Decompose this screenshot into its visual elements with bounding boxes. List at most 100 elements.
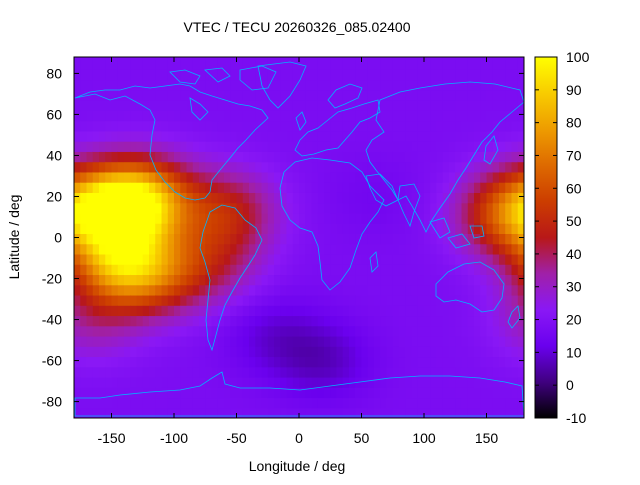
heatmap-cell — [142, 223, 150, 234]
heatmap-cell — [474, 397, 481, 409]
heatmap-cell — [474, 315, 481, 327]
heatmap-cell — [517, 335, 524, 347]
heatmap-cell — [249, 335, 256, 347]
heatmap-cell — [130, 110, 138, 122]
heatmap-cell — [286, 151, 294, 163]
heatmap-cell — [149, 141, 156, 152]
heatmap-cell — [417, 346, 425, 358]
heatmap-cell — [267, 161, 275, 173]
heatmap-cell — [117, 223, 125, 234]
heatmap-cell — [424, 274, 431, 286]
heatmap-cell — [224, 100, 231, 111]
heatmap-cell — [417, 294, 425, 306]
heatmap-cell — [142, 243, 150, 255]
heatmap-cell — [330, 407, 338, 418]
heatmap-cell — [292, 233, 300, 245]
heatmap-cell — [167, 69, 175, 81]
heatmap-cell — [349, 192, 356, 204]
heatmap-cell — [217, 89, 225, 101]
heatmap-cell — [86, 294, 94, 306]
heatmap-cell — [517, 366, 524, 378]
heatmap-cell — [411, 397, 419, 409]
heatmap-cell — [480, 264, 488, 276]
heatmap-cell — [117, 335, 125, 347]
heatmap-cell — [280, 397, 288, 409]
heatmap-cell — [205, 151, 213, 163]
heatmap-cell — [405, 59, 413, 70]
heatmap-cell — [424, 141, 431, 152]
heatmap-cell — [417, 171, 425, 183]
heatmap-cell — [317, 151, 325, 163]
heatmap-cell — [486, 407, 494, 418]
heatmap-cell — [261, 130, 269, 142]
heatmap-cell — [186, 171, 194, 183]
heatmap-cell — [292, 59, 300, 70]
heatmap-cell — [292, 356, 300, 368]
heatmap-cell — [149, 100, 156, 111]
heatmap-cell — [261, 325, 269, 337]
heatmap-cell — [199, 57, 206, 60]
heatmap-cell — [174, 407, 181, 418]
heatmap-cell — [474, 223, 481, 234]
heatmap-cell — [136, 264, 144, 276]
heatmap-cell — [74, 366, 81, 378]
heatmap-cell — [417, 387, 425, 399]
heatmap-cell — [467, 79, 475, 91]
heatmap-cell — [467, 89, 475, 101]
heatmap-cell — [249, 141, 256, 152]
heatmap-cell — [330, 305, 338, 317]
heatmap-cell — [380, 253, 388, 265]
heatmap-cell — [405, 110, 413, 122]
heatmap-cell — [299, 212, 306, 224]
heatmap-cell — [436, 387, 444, 399]
heatmap-cell — [205, 407, 213, 418]
heatmap-cell — [199, 356, 206, 368]
heatmap-cell — [492, 284, 500, 296]
heatmap-cell — [192, 182, 200, 193]
heatmap-cell — [267, 120, 275, 132]
heatmap-cell — [330, 59, 338, 70]
heatmap-cell — [392, 110, 400, 122]
heatmap-cell — [211, 243, 219, 255]
heatmap-cell — [111, 253, 119, 265]
heatmap-cell — [161, 325, 169, 337]
heatmap-cell — [480, 171, 488, 183]
heatmap-cell — [74, 223, 81, 234]
heatmap-cell — [367, 346, 375, 358]
heatmap-cell — [124, 284, 131, 296]
heatmap-cell — [242, 376, 250, 388]
heatmap-cell — [149, 89, 156, 101]
heatmap-cell — [230, 120, 238, 132]
heatmap-cell — [205, 376, 213, 388]
heatmap-cell — [186, 141, 194, 152]
heatmap-cell — [149, 59, 156, 70]
heatmap-cell — [311, 325, 319, 337]
heatmap-cell — [405, 223, 413, 234]
heatmap-cell — [474, 110, 481, 122]
heatmap-cell — [430, 161, 438, 173]
heatmap-cell — [349, 233, 356, 245]
heatmap-cell — [386, 100, 394, 111]
heatmap-cell — [136, 346, 144, 358]
heatmap-cell — [499, 233, 506, 245]
heatmap-cell — [149, 397, 156, 409]
heatmap-cell — [517, 253, 524, 265]
heatmap-cell — [267, 335, 275, 347]
heatmap-cell — [80, 100, 88, 111]
heatmap-cell — [86, 59, 94, 70]
heatmap-cell — [336, 59, 344, 70]
heatmap-cell — [105, 284, 113, 296]
heatmap-cell — [236, 202, 244, 214]
heatmap-cell — [105, 202, 113, 214]
heatmap-cell — [442, 161, 450, 173]
heatmap-cell — [367, 243, 375, 255]
heatmap-cell — [405, 171, 413, 183]
heatmap-cell — [149, 243, 156, 255]
heatmap-cell — [167, 223, 175, 234]
heatmap-cell — [467, 243, 475, 255]
heatmap-cell — [461, 79, 469, 91]
heatmap-cell — [374, 397, 381, 409]
heatmap-cell — [192, 57, 200, 60]
heatmap-cell — [142, 130, 150, 142]
heatmap-cell — [261, 407, 269, 418]
